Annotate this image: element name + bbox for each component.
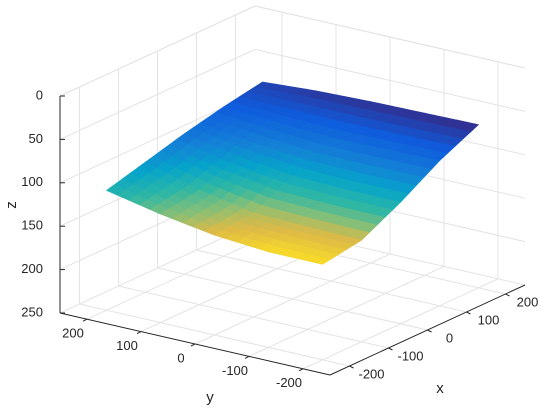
surface-patch — [213, 212, 309, 253]
grid-line — [248, 265, 445, 357]
grid-line — [194, 253, 391, 345]
surface-patch — [183, 106, 279, 157]
x-tick-label: 0 — [446, 330, 453, 345]
tick-mark — [136, 331, 142, 335]
surface — [105, 81, 480, 265]
surface-patch — [159, 189, 255, 236]
surface-facet — [105, 184, 126, 196]
x-tick-label: -200 — [358, 366, 384, 381]
surface-patch — [237, 122, 333, 177]
surface-patch — [384, 112, 480, 162]
surface-patch — [252, 175, 348, 228]
tick-mark — [466, 311, 471, 315]
x-tick-label: 100 — [478, 312, 500, 327]
z-tick-label: 200 — [21, 261, 43, 276]
y-tick-label: -100 — [222, 363, 248, 378]
tick-mark — [244, 355, 250, 359]
grid-line — [254, 48, 526, 112]
y-tick-label: -200 — [276, 375, 302, 390]
z-tick-label: 50 — [29, 131, 43, 146]
grid-line — [302, 278, 499, 370]
y-tick-label: 100 — [116, 338, 138, 353]
surface-patch — [144, 133, 240, 191]
tick-mark — [388, 347, 393, 351]
tick-mark — [427, 329, 432, 333]
y-axis-label: y — [206, 389, 214, 406]
z-tick-label: 250 — [21, 304, 43, 319]
surface-patch — [291, 137, 387, 191]
surface-patch — [276, 90, 372, 139]
surface-patch — [198, 156, 294, 214]
surface-patch — [267, 226, 363, 265]
surface-facet — [213, 230, 234, 239]
y-tick-label: 200 — [62, 326, 84, 341]
surface-facet — [159, 208, 180, 219]
z-axis-label: z — [3, 201, 20, 209]
surface-patch — [306, 189, 402, 241]
surface-patch — [105, 161, 201, 215]
grid-line — [59, 222, 256, 314]
z-tick-label: 100 — [21, 174, 43, 189]
surface-patch — [345, 148, 441, 203]
z-tick-label: 0 — [36, 87, 43, 102]
surface-facet — [267, 246, 288, 255]
grid-line — [59, 48, 256, 140]
x-tick-label: 200 — [517, 294, 539, 309]
tick-mark — [349, 365, 354, 369]
z-tick-label: 150 — [21, 218, 43, 233]
box-edge — [59, 5, 256, 97]
y-tick-label: 0 — [177, 350, 184, 365]
x-axis-label: x — [436, 380, 444, 397]
tick-mark — [190, 343, 196, 347]
x-tick-label: -100 — [397, 348, 423, 363]
box-edge — [254, 5, 526, 69]
tick-mark — [298, 368, 304, 372]
tick-mark — [82, 318, 88, 322]
tick-mark — [505, 293, 510, 297]
